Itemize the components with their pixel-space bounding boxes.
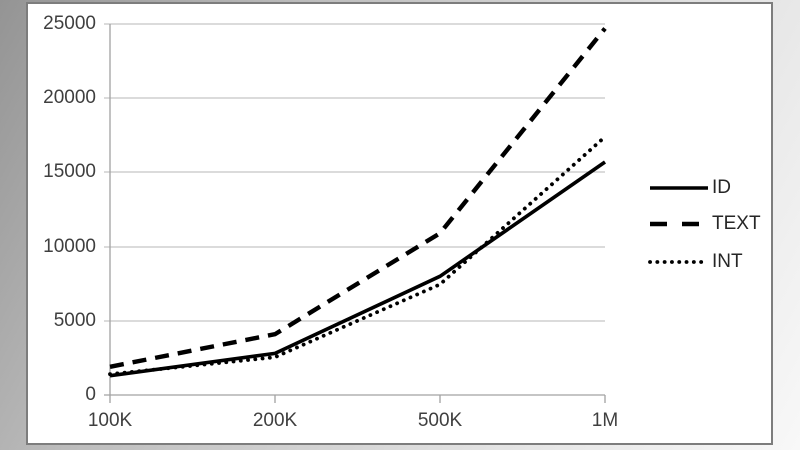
series-line-text (109, 27, 607, 369)
x-tick-label-1m: 1M (591, 410, 619, 431)
x-tick-label-200k: 200K (252, 410, 298, 431)
series-line-int (108, 134, 607, 377)
y-tick-label-10000: 10000 (43, 236, 96, 257)
legend-label-id: ID (712, 177, 731, 198)
legend-samples (648, 186, 710, 264)
legend-label-int: INT (712, 251, 743, 272)
x-tick-label-100k: 100K (87, 410, 133, 431)
y-tick-label-20000: 20000 (43, 87, 96, 108)
x-axis-ticks (109, 395, 606, 403)
series-line-id (109, 160, 607, 378)
y-tick-label-15000: 15000 (43, 161, 96, 182)
y-tick-label-0: 0 (85, 384, 96, 405)
y-tick-label-25000: 25000 (43, 13, 96, 34)
x-tick-label-500k: 500K (417, 410, 463, 431)
y-tick-label-5000: 5000 (53, 310, 96, 331)
legend-label-text: TEXT (712, 213, 761, 234)
gridlines (104, 23, 605, 322)
